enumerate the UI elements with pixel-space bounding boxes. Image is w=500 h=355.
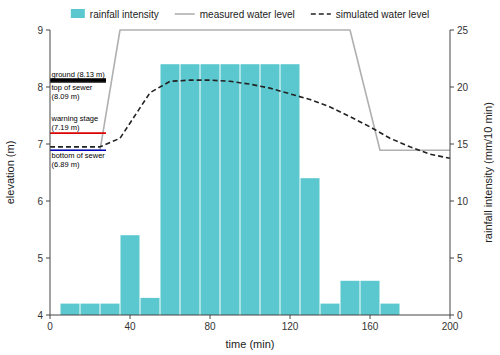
y-tick-label: 9 bbox=[37, 25, 43, 36]
rain-bar bbox=[121, 235, 140, 315]
water-level-line bbox=[50, 80, 450, 158]
y2-axis-label: rainfall intensity (mm/10 min) bbox=[482, 102, 494, 243]
legend-label: rainfall intensity bbox=[90, 9, 159, 20]
y2-tick-label: 10 bbox=[457, 196, 469, 207]
rain-bar bbox=[61, 304, 80, 315]
y2-tick-label: 0 bbox=[457, 310, 463, 321]
x-axis-line bbox=[50, 315, 450, 316]
legend-label: measured water level bbox=[200, 9, 295, 20]
rain-bar bbox=[381, 304, 400, 315]
y2-tick-label: 15 bbox=[457, 139, 469, 150]
reference-annotation: bottom of sewer(6.89 m) bbox=[52, 151, 106, 169]
x-tick bbox=[130, 315, 131, 319]
rain-bar bbox=[301, 178, 320, 315]
rain-bar bbox=[81, 304, 100, 315]
rain-bar bbox=[241, 64, 260, 315]
y-tick bbox=[46, 201, 50, 202]
y2-tick bbox=[450, 258, 454, 259]
legend-label: simulated water level bbox=[336, 9, 429, 20]
rain-bar bbox=[161, 64, 180, 315]
annotation-line: warning stage bbox=[51, 114, 99, 123]
y-tick-label: 6 bbox=[37, 196, 43, 207]
legend-swatch bbox=[311, 13, 331, 15]
rain-bar bbox=[361, 281, 380, 315]
legend-item: simulated water level bbox=[311, 9, 429, 20]
y2-tick bbox=[450, 201, 454, 202]
rain-bar bbox=[201, 64, 220, 315]
y2-tick-label: 25 bbox=[457, 25, 469, 36]
rain-bar bbox=[221, 64, 240, 315]
y-tick-label: 8 bbox=[37, 82, 43, 93]
annotation-line: (8.09 m) bbox=[52, 92, 80, 101]
x-tick-label: 0 bbox=[47, 321, 53, 332]
legend-swatch bbox=[175, 13, 195, 15]
reference-annotation: ground (8.13 m) bbox=[52, 70, 106, 79]
y-axis-line bbox=[50, 30, 51, 315]
annotation-line: (7.19 m) bbox=[52, 123, 80, 132]
x-tick-label: 40 bbox=[124, 321, 136, 332]
reference-annotation: top of sewer(8.09 m) bbox=[52, 83, 93, 101]
y-axis-label: elevation (m) bbox=[4, 141, 16, 205]
x-axis-label: time (min) bbox=[226, 338, 275, 350]
y2-tick bbox=[450, 87, 454, 88]
x-tick-label: 160 bbox=[362, 321, 379, 332]
y-tick-label: 5 bbox=[37, 253, 43, 264]
y2-tick bbox=[450, 315, 454, 316]
y2-tick-label: 5 bbox=[457, 253, 463, 264]
chart: ground (8.13 m) top of sewer(8.09 m) warni… bbox=[0, 0, 500, 355]
y-tick bbox=[46, 315, 50, 316]
rain-bar bbox=[321, 304, 340, 315]
reference-line bbox=[50, 78, 106, 81]
y2-tick bbox=[450, 30, 454, 31]
rain-bar bbox=[341, 281, 360, 315]
x-tick bbox=[290, 315, 291, 319]
rain-bar bbox=[281, 64, 300, 315]
rain-bar bbox=[141, 298, 160, 315]
y-tick-label: 4 bbox=[37, 310, 43, 321]
y-tick bbox=[46, 30, 50, 31]
legend-item: rainfall intensity bbox=[71, 9, 159, 20]
water-level-line bbox=[50, 30, 450, 150]
reference-annotation: warning stage(7.19 m) bbox=[51, 114, 99, 132]
x-tick bbox=[370, 315, 371, 319]
legend-item: measured water level bbox=[175, 9, 295, 20]
x-tick-label: 80 bbox=[204, 321, 216, 332]
legend-swatch bbox=[71, 9, 85, 18]
y-tick bbox=[46, 258, 50, 259]
x-tick bbox=[210, 315, 211, 319]
reference-line bbox=[50, 132, 106, 134]
plot-area bbox=[50, 30, 450, 315]
rain-bar bbox=[101, 304, 120, 315]
x-tick bbox=[50, 315, 51, 319]
annotation-line: bottom of sewer bbox=[52, 151, 106, 160]
y-tick bbox=[46, 144, 50, 145]
annotation-line: top of sewer bbox=[52, 83, 93, 92]
annotation-line: ground (8.13 m) bbox=[52, 70, 106, 79]
x-tick bbox=[450, 315, 451, 319]
y2-axis-line bbox=[450, 30, 451, 315]
annotation-line: (6.89 m) bbox=[52, 160, 80, 169]
y-tick-label: 7 bbox=[37, 139, 43, 150]
y2-tick-label: 20 bbox=[457, 82, 469, 93]
x-tick-label: 200 bbox=[442, 321, 459, 332]
y-tick bbox=[46, 87, 50, 88]
x-tick-label: 120 bbox=[282, 321, 299, 332]
legend: rainfall intensity measured water level si… bbox=[71, 9, 429, 20]
rain-bar bbox=[181, 64, 200, 315]
rain-bar bbox=[261, 64, 280, 315]
y2-tick bbox=[450, 144, 454, 145]
